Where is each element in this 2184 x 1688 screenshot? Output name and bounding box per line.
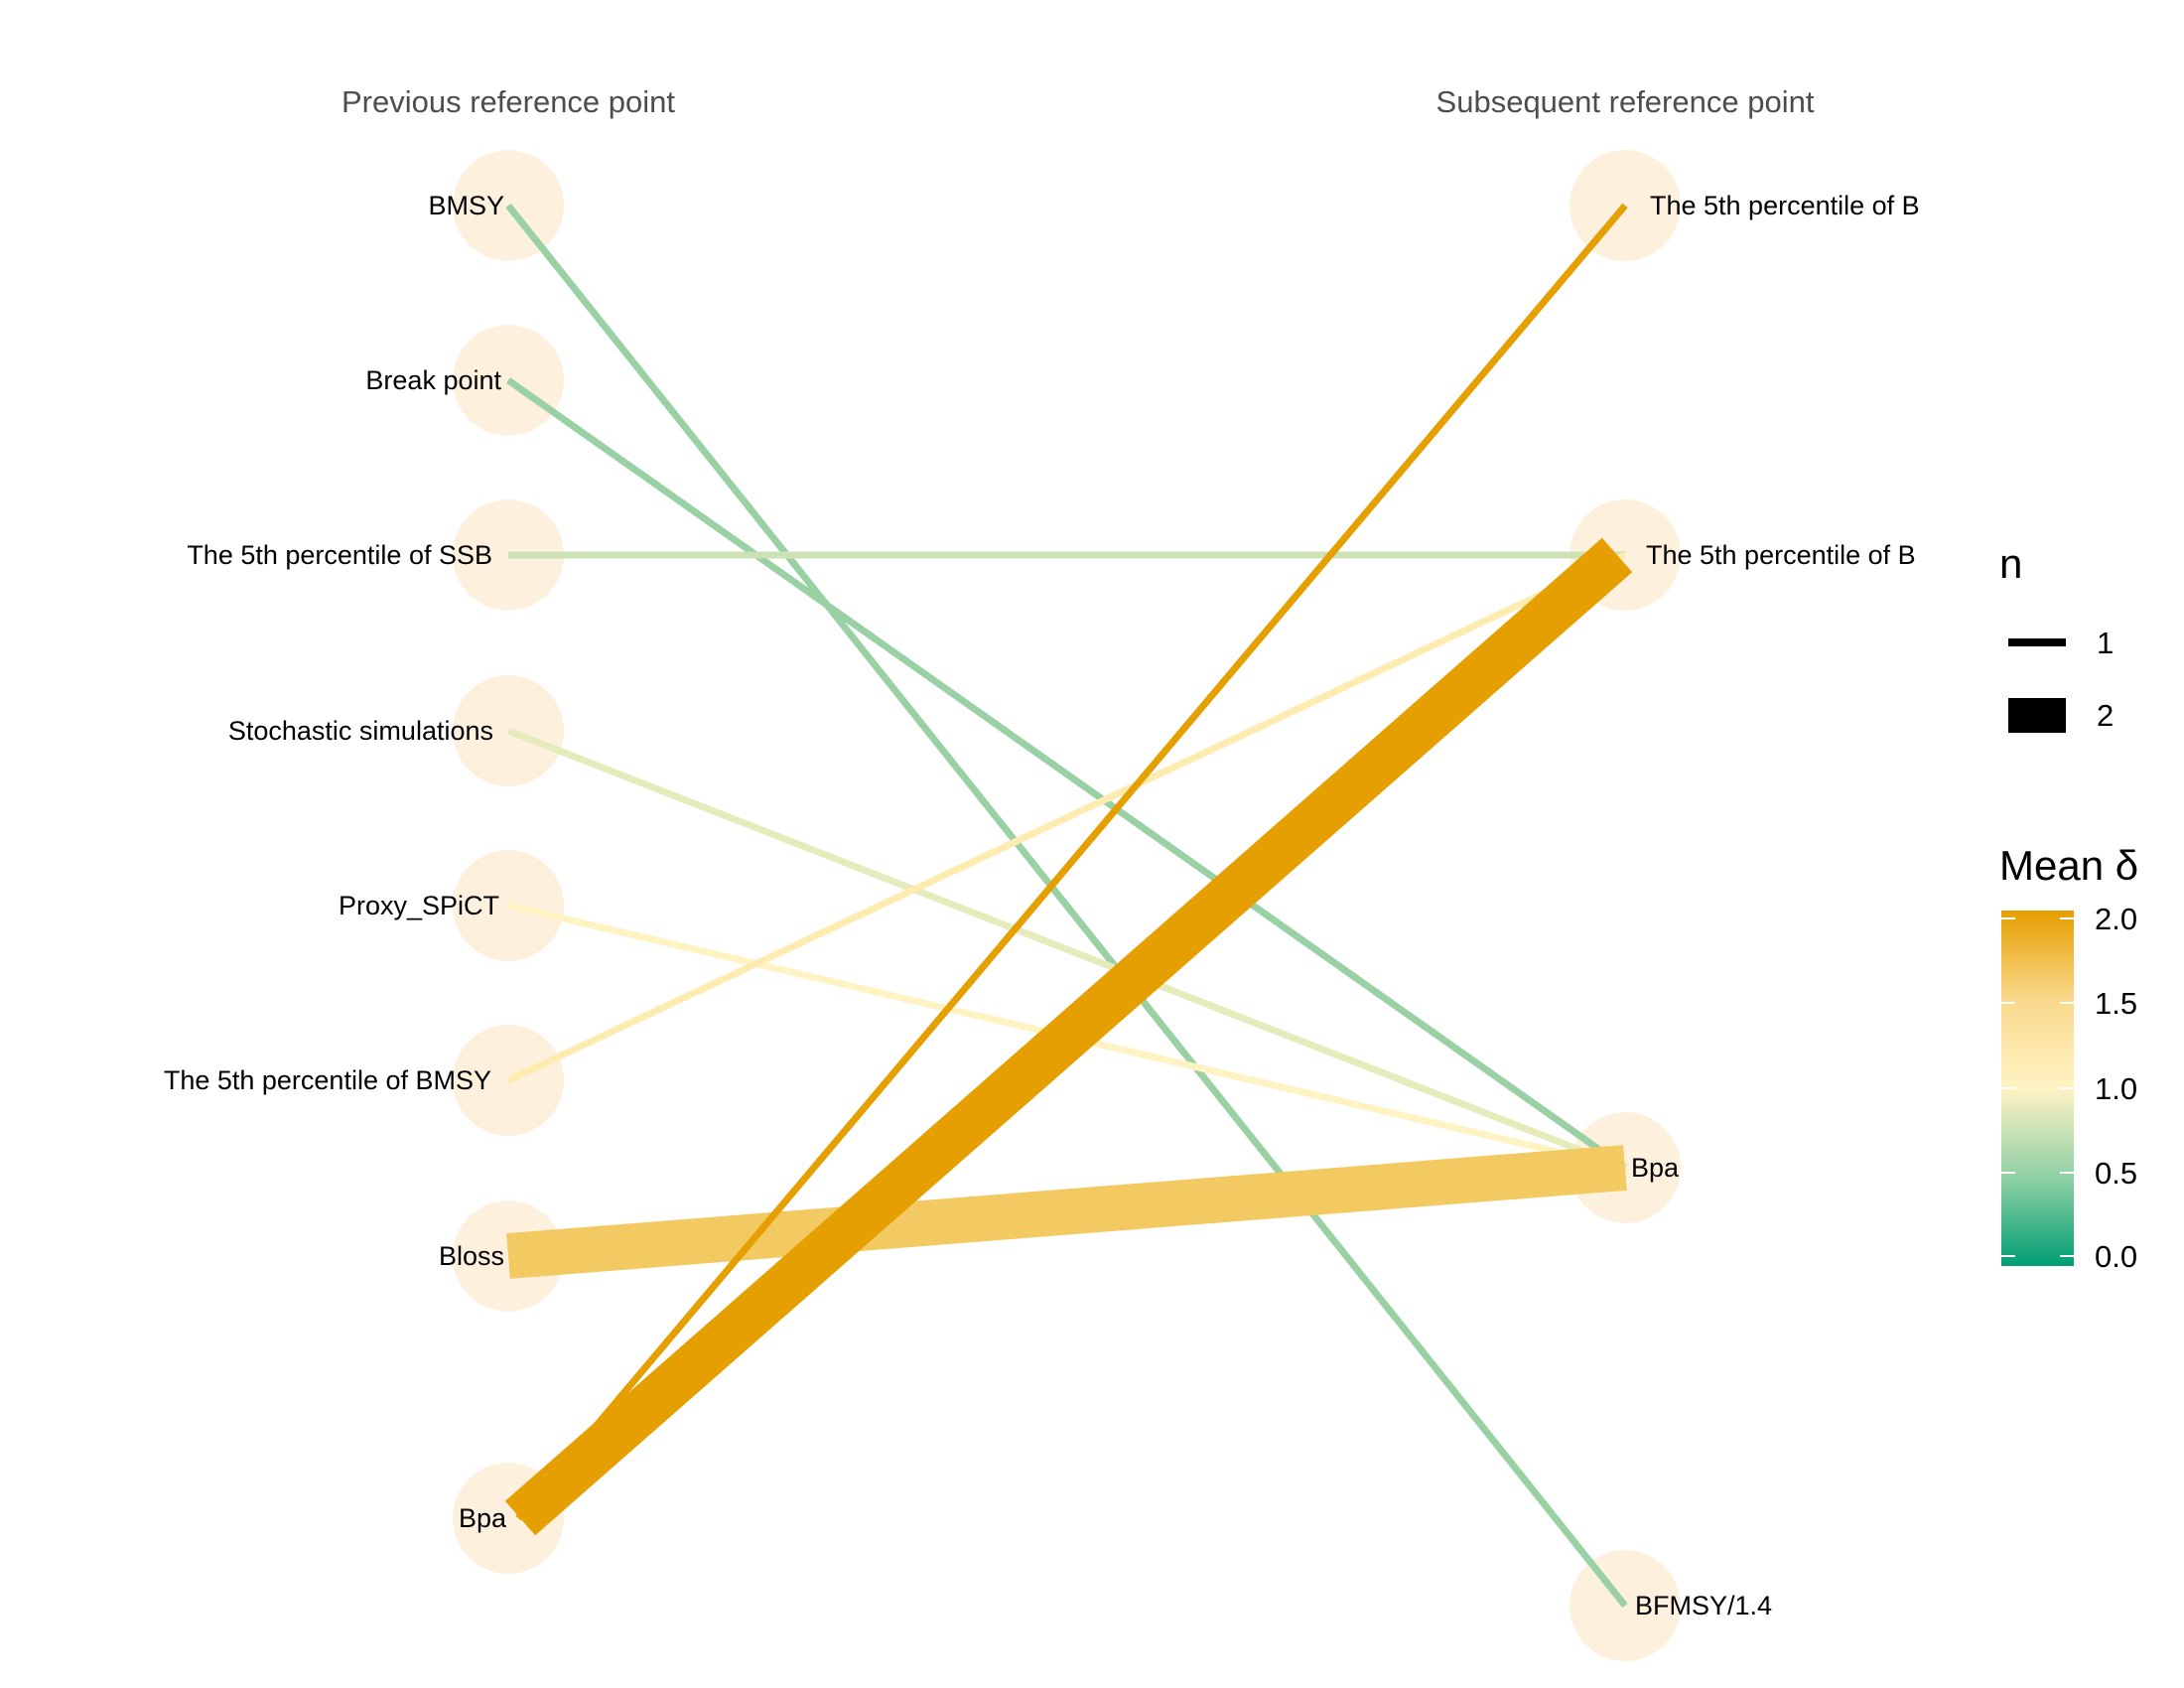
color-tick-label: 1.5 [2095,986,2137,1021]
left-node-circle [453,1200,564,1312]
color-tick-label: 2.0 [2095,902,2137,936]
flow-link [506,551,1627,1084]
color-tick-label: 0.5 [2095,1156,2137,1191]
size-legend-title: n [1999,540,2022,587]
flow-link [506,1145,1627,1279]
color-tick-label: 0.0 [2095,1239,2137,1274]
right-column-title: Subsequent reference point [1436,84,1815,119]
color-tick-label: 1.0 [2095,1071,2137,1106]
color-legend-title: Mean δ [1999,842,2138,889]
right-node-label: The 5th percentile of B [1646,540,1916,570]
flow-link [506,727,1627,1172]
size-legend: n 1 2 [1999,540,2114,733]
color-legend: Mean δ 0.0 0.5 1.0 1.5 2.0 [1999,842,2138,1274]
left-node-label: The 5th percentile of BMSY [164,1065,491,1095]
size-legend-key-2 [2008,698,2066,733]
left-node-label: BMSY [428,191,504,220]
left-node-label: Bloss [439,1241,504,1271]
left-node-circle [453,150,564,261]
link-layer [504,203,1633,1609]
left-column-title: Previous reference point [341,84,675,119]
node-label-layer: BMSY Break point The 5th percentile of SSB… [164,191,1920,1620]
color-legend-ticks: 0.0 0.5 1.0 1.5 2.0 [2001,902,2137,1274]
left-node-label: Bpa [459,1503,507,1533]
flow-link [505,203,1628,1609]
right-node-label: Bpa [1631,1153,1680,1183]
size-legend-key-1 [2008,638,2066,646]
flow-link [505,377,1628,1171]
right-node-label: The 5th percentile of B [1650,191,1920,220]
right-node-label: BFMSY/1.4 [1635,1591,1772,1620]
size-legend-label-2: 2 [2097,698,2114,733]
left-node-label: The 5th percentile of SSB [187,540,492,570]
flow-link [504,537,1633,1536]
left-node-label: Proxy_SPiCT [339,891,499,920]
left-node-label: Break point [365,365,501,395]
size-legend-label-1: 1 [2097,626,2114,660]
left-node-label: Stochastic simulations [228,716,493,746]
flow-link [515,203,1628,1521]
